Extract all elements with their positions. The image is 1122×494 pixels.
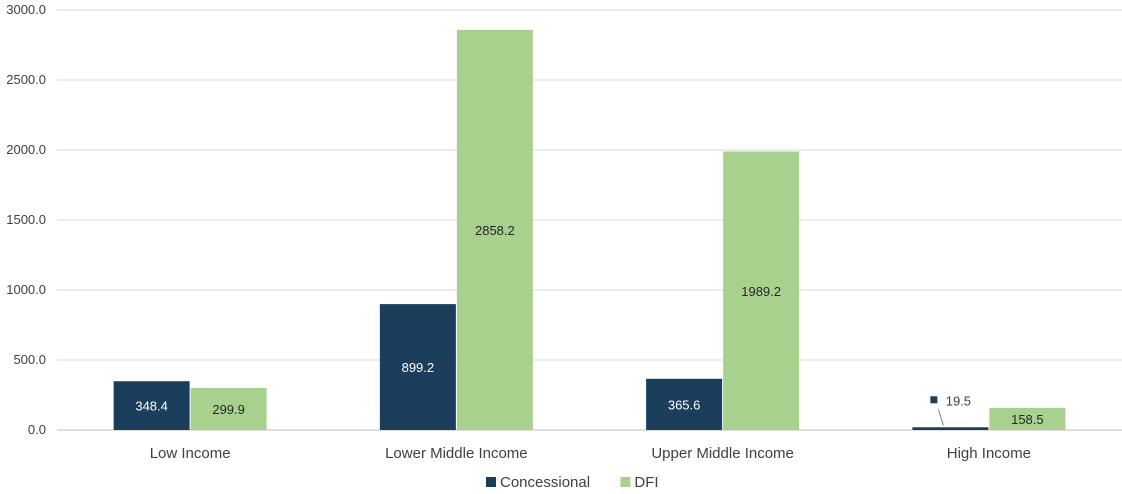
x-category-label: Low Income: [150, 445, 231, 462]
y-axis-tick-labels: 0.0 500.0 1000.0 1500.0 2000.0 2500.0 3000.0: [6, 2, 46, 437]
legend-label: Concessional: [500, 474, 590, 491]
bar-dfi: [989, 407, 1066, 430]
bar-concessional: [646, 378, 723, 430]
bar-dfi: [723, 151, 800, 430]
legend-swatch: [620, 477, 631, 487]
x-axis-category-labels: Low Income Lower Middle Income Upper Middl…: [150, 445, 1031, 462]
data-label-concessional: 899.2: [402, 360, 435, 375]
y-tick-label: 2500.0: [6, 72, 46, 87]
data-label-dfi: 1989.2: [741, 284, 781, 299]
data-label-dfi: 158.5: [1011, 412, 1044, 427]
data-labels: 348.4 299.9 899.2 2858.2 365.6 1989.2 19.5 158.…: [135, 223, 1043, 427]
bar-concessional: [912, 427, 989, 430]
bar-dfi: [190, 388, 267, 430]
y-tick-label: 2000.0: [6, 142, 46, 157]
legend-label: DFI: [634, 474, 658, 491]
legend-swatch: [486, 477, 496, 487]
y-tick-label: 3000.0: [6, 2, 46, 17]
x-category-label: Upper Middle Income: [651, 445, 794, 462]
data-label-marker: [930, 396, 938, 404]
x-category-label: Lower Middle Income: [385, 445, 528, 462]
data-label-dfi: 2858.2: [475, 223, 515, 238]
bars: [113, 29, 1066, 431]
data-label-leader: [937, 409, 944, 426]
data-label-concessional: 348.4: [135, 399, 168, 414]
bar-concessional: [379, 304, 456, 430]
y-tick-label: 1500.0: [6, 212, 46, 227]
y-tick-label: 0.0: [28, 422, 46, 437]
data-label-dfi: 299.9: [212, 402, 245, 417]
bar-concessional: [113, 381, 190, 430]
gridlines: [57, 9, 1122, 431]
x-category-label: High Income: [947, 445, 1031, 462]
legend: Concessional DFI: [486, 474, 659, 491]
bar-dfi: [456, 29, 533, 431]
y-tick-label: 1000.0: [6, 282, 46, 297]
y-tick-label: 500.0: [13, 352, 46, 367]
data-label-concessional: 19.5: [946, 393, 971, 408]
data-label-concessional: 365.6: [668, 397, 701, 412]
